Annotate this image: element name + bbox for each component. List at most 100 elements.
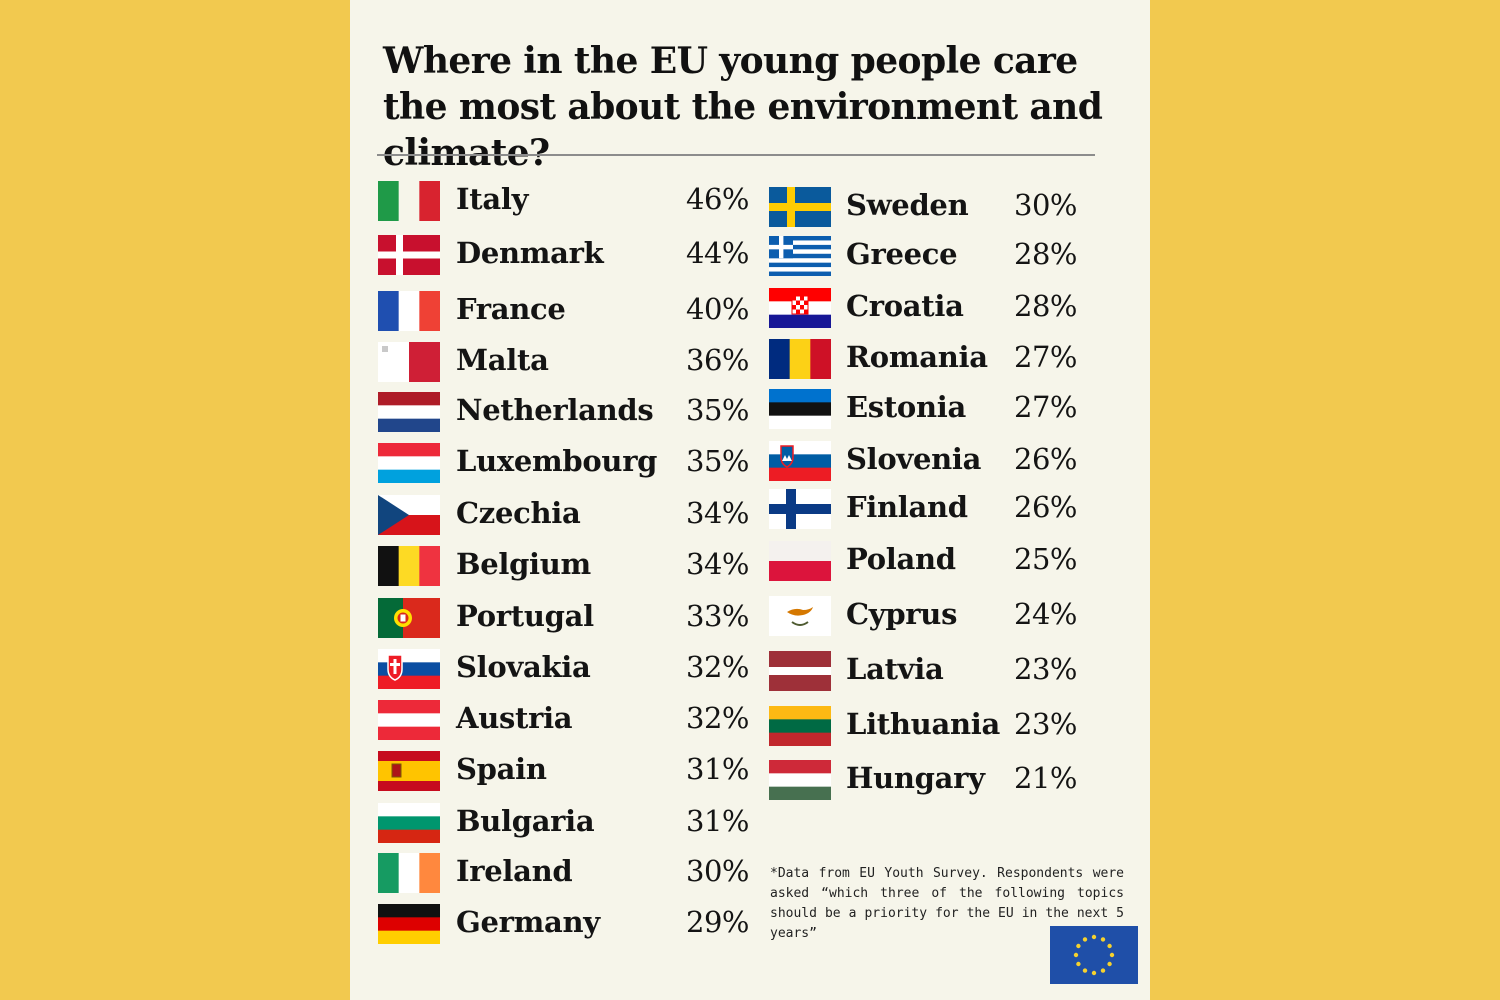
country-percent: 23%	[1014, 652, 1077, 686]
country-name: Germany	[456, 905, 600, 939]
country-name: Malta	[456, 343, 549, 377]
bulgaria-flag-icon	[378, 803, 440, 843]
country-row: Ireland 30%	[378, 853, 756, 901]
country-percent: 32%	[686, 650, 749, 684]
country-percent: 44%	[686, 236, 749, 270]
country-percent: 24%	[1014, 597, 1077, 631]
country-name: Slovakia	[456, 650, 591, 684]
spain-flag-icon	[378, 751, 440, 791]
country-name: Luxembourg	[456, 444, 658, 478]
country-name: Estonia	[846, 390, 966, 424]
country-percent: 35%	[686, 393, 749, 427]
country-row: Austria 32%	[378, 700, 756, 748]
country-percent: 26%	[1014, 442, 1077, 476]
country-row: Germany 29%	[378, 904, 756, 952]
czechia-flag-icon	[378, 495, 440, 535]
slovakia-flag-icon	[378, 649, 440, 689]
country-percent: 28%	[1014, 289, 1077, 323]
finland-flag-icon	[769, 489, 831, 529]
country-percent: 25%	[1014, 542, 1077, 576]
country-percent: 34%	[686, 496, 749, 530]
country-percent: 40%	[686, 292, 749, 326]
country-name: Finland	[846, 490, 968, 524]
lithuania-flag-icon	[769, 706, 831, 746]
country-row: Malta 36%	[378, 342, 756, 390]
country-row: Slovakia 32%	[378, 649, 756, 697]
country-percent: 30%	[686, 854, 749, 888]
germany-flag-icon	[378, 904, 440, 944]
country-name: Sweden	[846, 188, 969, 222]
country-row: Czechia 34%	[378, 495, 756, 543]
country-name: Portugal	[456, 599, 594, 633]
luxembourg-flag-icon	[378, 443, 440, 483]
country-percent: 28%	[1014, 237, 1077, 271]
country-name: Bulgaria	[456, 804, 595, 838]
country-row: Luxembourg 35%	[378, 443, 756, 491]
country-row: Finland 26%	[769, 489, 1084, 537]
italy-flag-icon	[378, 181, 440, 221]
country-name: Hungary	[846, 761, 985, 795]
country-percent: 31%	[686, 804, 749, 838]
country-row: Spain 31%	[378, 751, 756, 799]
footnote: *Data from EU Youth Survey. Respondents …	[770, 866, 1124, 941]
hungary-flag-icon	[769, 760, 831, 800]
malta-flag-icon	[378, 342, 440, 382]
country-name: Belgium	[456, 547, 591, 581]
country-percent: 23%	[1014, 707, 1077, 741]
country-row: Belgium 34%	[378, 546, 756, 594]
country-row: Netherlands 35%	[378, 392, 756, 440]
country-name: Czechia	[456, 496, 581, 530]
country-row: Cyprus 24%	[769, 596, 1084, 644]
country-name: Cyprus	[846, 597, 958, 631]
country-name: Romania	[846, 340, 988, 374]
infographic-card: Where in the EU young people care the mo…	[350, 0, 1150, 1000]
country-row: Portugal 33%	[378, 598, 756, 646]
croatia-flag-icon	[769, 288, 831, 328]
country-percent: 26%	[1014, 490, 1077, 524]
portugal-flag-icon	[378, 598, 440, 638]
country-percent: 27%	[1014, 390, 1077, 424]
country-name: Latvia	[846, 652, 944, 686]
country-percent: 46%	[686, 182, 749, 216]
country-percent: 30%	[1014, 188, 1077, 222]
country-row: Latvia 23%	[769, 651, 1084, 699]
sweden-flag-icon	[769, 187, 831, 227]
latvia-flag-icon	[769, 651, 831, 691]
country-percent: 27%	[1014, 340, 1077, 374]
country-row: Poland 25%	[769, 541, 1084, 589]
country-name: Croatia	[846, 289, 964, 323]
country-name: Ireland	[456, 854, 573, 888]
country-row: Sweden 30%	[769, 187, 1084, 235]
country-percent: 21%	[1014, 761, 1077, 795]
greece-flag-icon	[769, 236, 831, 276]
country-percent: 35%	[686, 444, 749, 478]
ireland-flag-icon	[378, 853, 440, 893]
country-name: France	[456, 292, 566, 326]
cyprus-flag-icon	[769, 596, 831, 636]
estonia-flag-icon	[769, 389, 831, 429]
country-row: Greece 28%	[769, 236, 1084, 284]
country-row: Denmark 44%	[378, 235, 756, 283]
country-percent: 36%	[686, 343, 749, 377]
denmark-flag-icon	[378, 235, 440, 275]
country-row: Slovenia 26%	[769, 441, 1084, 489]
country-name: Greece	[846, 237, 958, 271]
romania-flag-icon	[769, 339, 831, 379]
eu-flag-icon	[1050, 926, 1138, 984]
country-row: Estonia 27%	[769, 389, 1084, 437]
country-row: Lithuania 23%	[769, 706, 1084, 754]
country-row: Hungary 21%	[769, 760, 1084, 808]
france-flag-icon	[378, 291, 440, 331]
country-row: France 40%	[378, 291, 756, 339]
country-percent: 33%	[686, 599, 749, 633]
country-row: Romania 27%	[769, 339, 1084, 387]
country-name: Denmark	[456, 236, 604, 270]
country-percent: 34%	[686, 547, 749, 581]
page-title: Where in the EU young people care the mo…	[383, 40, 1103, 174]
country-name: Netherlands	[456, 393, 654, 427]
country-name: Spain	[456, 752, 547, 786]
netherlands-flag-icon	[378, 392, 440, 432]
belgium-flag-icon	[378, 546, 440, 586]
country-row: Croatia 28%	[769, 288, 1084, 336]
title-divider	[377, 154, 1095, 156]
